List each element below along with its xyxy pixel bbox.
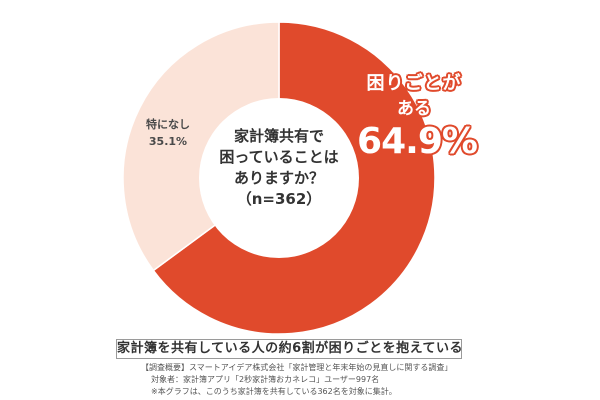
slice-label-yes-value: 64.9%: [357, 121, 478, 162]
chart-question: 家計簿共有で 困っていることは ありますか？ （n=362）: [199, 126, 359, 210]
survey-notes: 【調査概要】スマートアイデア株式会社「家計管理と年末年始の見直しに関する調査」 …: [141, 362, 481, 398]
slice-label-none-value: 35.1%: [148, 135, 188, 148]
slice-label-yes: 困りごとが ある 64.9%: [344, 72, 484, 162]
survey-note-3: ※本グラフは、このうち家計簿を共有している362名を対象に集計。: [151, 387, 397, 396]
sample-size: （n=362）: [236, 190, 322, 208]
survey-note-2: 対象者：家計簿アプリ「2秒家計簿おカネレコ」ユーザー997名: [151, 375, 380, 384]
question-line-1: 家計簿共有で: [233, 127, 324, 145]
question-line-2: 困っていることは: [219, 148, 339, 166]
survey-note-1: 【調査概要】スマートアイデア株式会社「家計管理と年末年始の見直しに関する調査」: [141, 363, 453, 372]
slice-label-none-text: 特になし: [146, 118, 190, 131]
donut-hole: [199, 98, 359, 258]
slice-label-yes-text-1: 困りごとが: [366, 73, 462, 94]
question-line-3: ありますか？: [233, 169, 324, 187]
slice-label-none: 特になし 35.1%: [138, 116, 198, 150]
summary-caption: 家計簿を共有している人の約6割が困りごとを抱えている: [116, 339, 463, 359]
slice-label-yes-text-2: ある: [397, 99, 431, 119]
slice-none: [122, 21, 280, 272]
